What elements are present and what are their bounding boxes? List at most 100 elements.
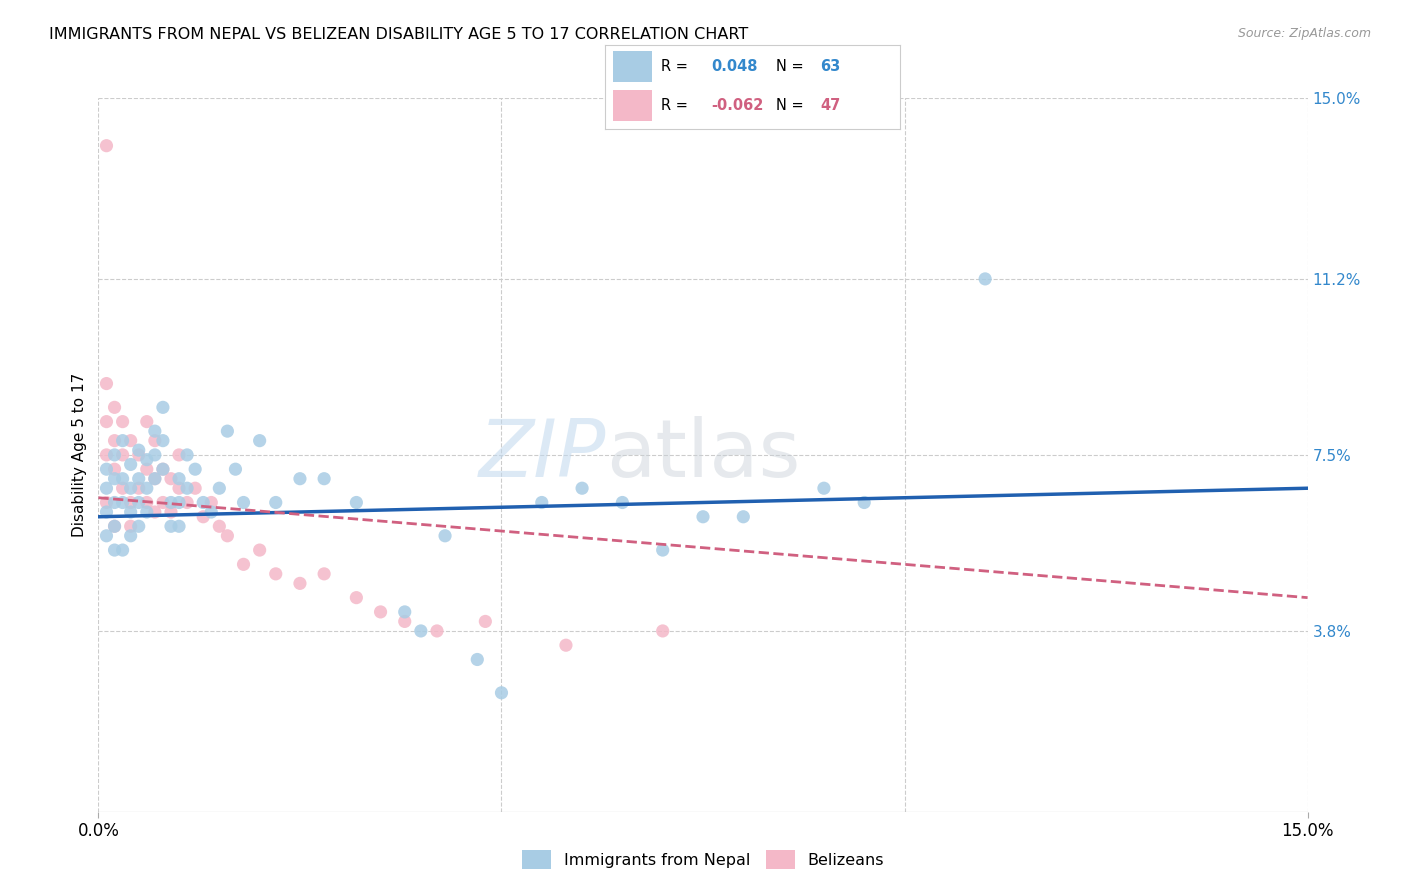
Point [217, 529, 239, 543]
Point [120, 505, 142, 519]
Point [103, 519, 125, 533]
Point [232, 558, 254, 572]
Bar [613, 52, 652, 82]
Point [232, 495, 254, 509]
Text: Source: ZipAtlas.com: Source: ZipAtlas.com [1237, 27, 1371, 40]
Point [120, 481, 142, 495]
Point [103, 495, 125, 509]
Text: IMMIGRANTS FROM NEPAL VS BELIZEAN DISABILITY AGE 5 TO 17 CORRELATION CHART: IMMIGRANTS FROM NEPAL VS BELIZEAN DISABI… [49, 27, 748, 42]
Text: ZIP: ZIP [479, 416, 606, 494]
Text: N =: N = [776, 59, 808, 74]
Point [224, 462, 246, 476]
Point [96, 505, 118, 519]
Point [249, 543, 271, 558]
Point [152, 434, 174, 448]
Point [135, 505, 157, 519]
Text: 47: 47 [820, 98, 841, 113]
Bar [613, 90, 652, 120]
Point [152, 462, 174, 476]
Text: 63: 63 [820, 59, 841, 74]
Point [120, 529, 142, 543]
Point [128, 472, 150, 486]
Point [200, 505, 222, 519]
Point [167, 481, 190, 495]
Point [128, 448, 150, 462]
Point [103, 472, 125, 486]
Point [370, 605, 392, 619]
Point [167, 495, 190, 509]
Point [135, 495, 157, 509]
Point [571, 481, 593, 495]
Point [111, 495, 134, 509]
Point [111, 434, 134, 448]
Point [128, 519, 150, 533]
Point [264, 495, 287, 509]
Point [103, 448, 125, 462]
Point [208, 481, 231, 495]
Point [143, 434, 166, 448]
Point [135, 452, 157, 467]
Text: N =: N = [776, 98, 808, 113]
Point [200, 495, 222, 509]
Point [692, 509, 714, 524]
Point [474, 615, 496, 629]
Point [314, 566, 336, 581]
Point [176, 495, 198, 509]
Point [111, 448, 134, 462]
Point [96, 495, 118, 509]
Point [143, 448, 166, 462]
Point [530, 495, 553, 509]
Point [167, 472, 190, 486]
Point [344, 591, 367, 605]
Point [143, 424, 166, 438]
Point [974, 272, 997, 286]
Point [128, 495, 150, 509]
Point [167, 448, 190, 462]
Point [167, 519, 190, 533]
Point [135, 415, 157, 429]
Point [409, 624, 432, 638]
Text: -0.062: -0.062 [711, 98, 763, 113]
Point [96, 481, 118, 495]
Point [103, 543, 125, 558]
Point [426, 624, 449, 638]
Point [135, 462, 157, 476]
Text: R =: R = [661, 59, 692, 74]
Point [96, 529, 118, 543]
Point [120, 495, 142, 509]
Point [465, 652, 488, 666]
Text: 0.048: 0.048 [711, 59, 758, 74]
Point [143, 505, 166, 519]
Point [120, 434, 142, 448]
Point [120, 458, 142, 472]
Point [103, 401, 125, 415]
Point [96, 376, 118, 391]
Point [143, 472, 166, 486]
Point [160, 472, 183, 486]
Point [434, 529, 457, 543]
Point [96, 138, 118, 153]
Point [813, 481, 835, 495]
Point [111, 543, 134, 558]
Point [111, 481, 134, 495]
Point [103, 434, 125, 448]
Point [193, 509, 215, 524]
Point [217, 424, 239, 438]
Point [160, 495, 183, 509]
Point [288, 576, 311, 591]
Point [128, 443, 150, 458]
Point [651, 624, 673, 638]
Point [733, 509, 755, 524]
Point [160, 519, 183, 533]
Text: atlas: atlas [606, 416, 800, 494]
Point [103, 519, 125, 533]
Point [143, 472, 166, 486]
Text: R =: R = [661, 98, 692, 113]
Point [128, 481, 150, 495]
Point [288, 472, 311, 486]
Point [555, 638, 578, 652]
Point [344, 495, 367, 509]
Point [491, 686, 513, 700]
Point [103, 462, 125, 476]
Point [394, 615, 416, 629]
